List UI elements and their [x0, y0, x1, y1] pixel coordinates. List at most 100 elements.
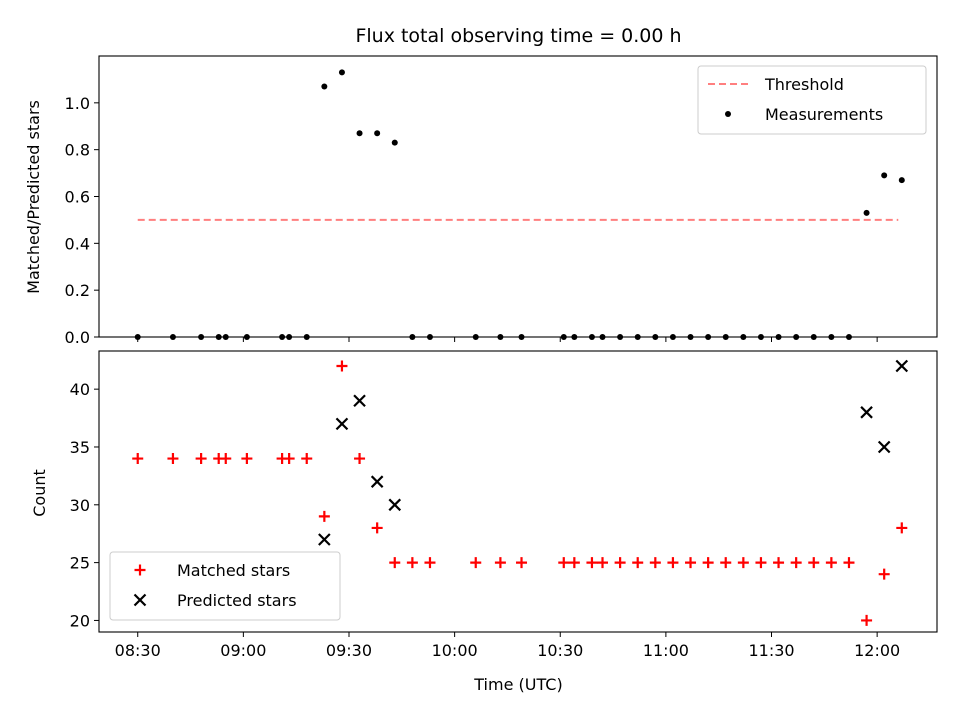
measurements-point: [652, 334, 659, 340]
measurements-point: [374, 130, 381, 137]
measurements-point: [863, 209, 870, 216]
matched-stars-point: [702, 557, 714, 569]
predicted-stars-point: [318, 533, 331, 546]
matched-stars-point: [558, 557, 570, 569]
y-tick-label: 35: [70, 438, 90, 457]
predicted-stars-point: [370, 475, 384, 488]
measurements-point: [497, 334, 504, 340]
x-axis-label: Time (UTC): [473, 675, 562, 694]
measurements-point: [518, 334, 525, 340]
measurements-point: [740, 334, 747, 340]
x-tick-label: 11:00: [643, 641, 689, 660]
matched-stars-point: [685, 557, 697, 569]
y-tick-label: 1.0: [65, 94, 90, 113]
measurements-point: [775, 334, 782, 340]
legend-label: Measurements: [765, 105, 883, 124]
measurements-point: [669, 334, 676, 340]
measurements-point: [793, 334, 800, 340]
x-tick-label: 08:30: [115, 641, 161, 660]
measurements-point: [560, 334, 567, 340]
measurements-point: [828, 334, 835, 340]
matched-stars-point: [649, 557, 661, 569]
legend-label: Predicted stars: [177, 591, 297, 610]
y-tick-label: 0.6: [65, 188, 90, 207]
matched-stars-point: [371, 522, 383, 534]
predicted-stars-point: [353, 394, 366, 408]
measurements-point: [409, 334, 416, 340]
matched-stars-point: [283, 453, 295, 465]
matched-stars-point: [720, 557, 732, 569]
measurements-point: [881, 172, 888, 179]
bottom-y-axis-label: Count: [30, 469, 49, 517]
matched-stars-point: [336, 360, 348, 372]
measurements-point: [634, 334, 641, 340]
measurements-point: [845, 334, 852, 340]
y-tick-label: 20: [70, 611, 90, 630]
matched-stars-point: [586, 557, 598, 569]
measurements-point: [356, 130, 363, 137]
legend-box: [697, 65, 927, 135]
measurements-point: [571, 334, 578, 340]
y-tick-label: 25: [70, 554, 90, 573]
y-tick-label: 40: [70, 380, 90, 399]
legend-measurements-swatch: [725, 111, 731, 117]
matched-stars-point: [667, 557, 679, 569]
matched-stars-point: [516, 557, 528, 569]
x-tick-label: 11:30: [748, 641, 794, 660]
matched-stars-point: [389, 557, 401, 569]
measurements-point: [198, 334, 205, 340]
matched-stars-point: [301, 453, 313, 465]
matched-stars-point: [878, 568, 890, 580]
measurements-point: [599, 334, 606, 340]
measurements-point: [617, 334, 624, 340]
matched-stars-point: [470, 557, 482, 569]
matched-stars-point: [790, 557, 802, 569]
matched-stars-point: [773, 557, 785, 569]
measurements-point: [279, 334, 286, 340]
x-tick-label: 12:00: [854, 641, 900, 660]
predicted-stars-point: [860, 406, 873, 419]
y-tick-label: 0.2: [65, 281, 90, 300]
predicted-stars-point: [895, 359, 909, 373]
matched-stars-point: [737, 557, 749, 569]
matched-stars-point: [825, 557, 837, 569]
measurements-point: [243, 334, 250, 340]
measurements-point: [321, 83, 328, 90]
matched-stars-point: [318, 510, 330, 522]
measurements-point: [472, 334, 479, 340]
predicted-stars-point: [388, 498, 402, 512]
measurements-point: [687, 334, 694, 340]
x-tick-label: 09:30: [326, 641, 372, 660]
matched-stars-point: [861, 614, 873, 626]
x-tick-label: 09:00: [220, 641, 266, 660]
matched-stars-point: [614, 557, 626, 569]
measurements-point: [222, 334, 229, 340]
plot-frame: [98, 350, 938, 633]
y-tick-label: 30: [70, 496, 90, 515]
matched-stars-point: [241, 453, 253, 465]
measurements-point: [898, 177, 905, 184]
predicted-stars-point: [335, 417, 349, 431]
matched-stars-point: [195, 453, 207, 465]
measurements-point: [303, 334, 310, 340]
y-tick-label: 0.4: [65, 234, 90, 253]
predicted-stars-point: [877, 440, 891, 454]
top-y-axis-label: Matched/Predicted stars: [24, 100, 43, 294]
measurements-point: [338, 69, 345, 76]
legend-label: Matched stars: [177, 561, 290, 580]
measurements-point: [215, 334, 222, 340]
matched-stars-point: [220, 453, 232, 465]
top-panel: 0.0 0.2 0.4 0.6 0.8 1.0 Threshold Measurements: [65, 55, 938, 347]
matched-stars-point: [494, 557, 506, 569]
matched-stars-point: [354, 453, 366, 465]
measurements-point: [588, 334, 595, 340]
matched-stars-point: [843, 557, 855, 569]
y-tick-label: 0.0: [65, 328, 90, 347]
legend: Threshold Measurements: [697, 65, 927, 135]
measurements-point: [705, 334, 712, 340]
legend-matched-stars-swatch: [134, 564, 146, 576]
measurements-point: [426, 334, 433, 340]
matched-stars-point: [755, 557, 767, 569]
x-tick-label: 10:00: [432, 641, 478, 660]
